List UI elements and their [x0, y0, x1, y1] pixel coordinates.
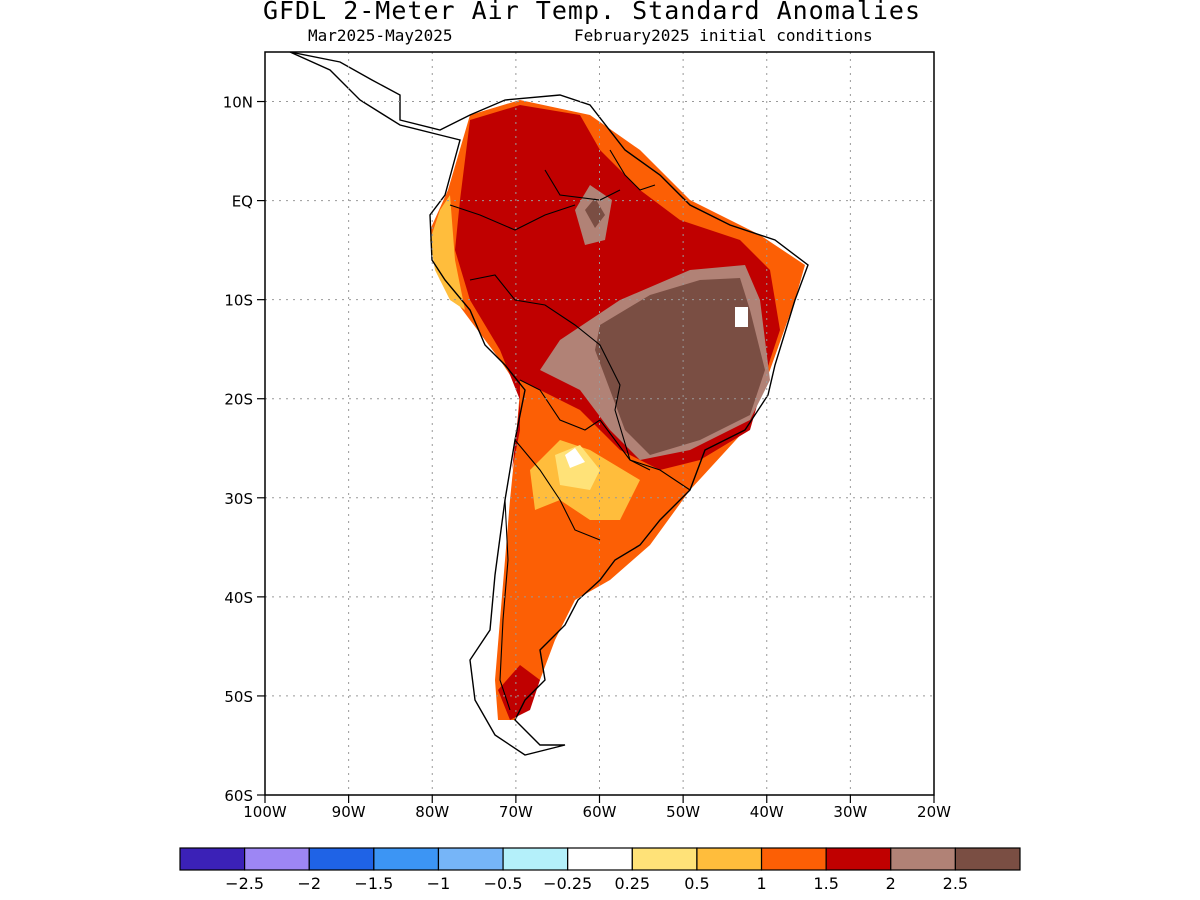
legend-swatch — [890, 847, 956, 871]
legend-swatch — [502, 847, 569, 871]
legend-swatch — [825, 847, 892, 871]
legend-label: −1 — [427, 874, 451, 893]
lat-tick-label: 20S — [224, 391, 253, 409]
lat-tick-label: 30S — [224, 490, 253, 508]
lon-tick-label: 80W — [415, 803, 449, 821]
lon-tick-label: 70W — [499, 803, 533, 821]
legend-swatch — [760, 847, 827, 871]
lat-tick-label: 10N — [223, 94, 253, 112]
legend-label: −1.5 — [354, 874, 393, 893]
lon-tick-label: 40W — [750, 803, 784, 821]
legend-swatch — [954, 847, 1021, 871]
legend-label: 1.5 — [813, 874, 838, 893]
anomaly-region-1 — [430, 195, 465, 310]
color-legend: −2.5 −2 −1.5 −1 −0.5 −0.25 0.25 0.5 1 1.5 2 2.5 — [179, 847, 1021, 893]
legend-label: −0.25 — [543, 874, 592, 893]
grid-lines — [265, 52, 934, 795]
lon-tick-label: 30W — [833, 803, 867, 821]
map-field — [265, 52, 934, 795]
legend-swatch — [567, 847, 633, 871]
legend-swatch — [308, 847, 375, 871]
lat-tick-label: 40S — [224, 589, 253, 607]
lon-tick-label: 90W — [332, 803, 366, 821]
legend-label: −2 — [297, 874, 321, 893]
initial-conditions-label: February2025 initial conditions — [574, 26, 873, 45]
lat-tick-label: EQ — [232, 193, 253, 211]
legend-label: −0.5 — [484, 874, 523, 893]
lon-tick-label: 50W — [666, 803, 700, 821]
missing-cell — [735, 307, 748, 327]
anomaly-region-0p25 — [565, 448, 585, 468]
lon-tick-label: 60W — [583, 803, 617, 821]
legend-swatch — [373, 847, 440, 871]
legend-label: −2.5 — [225, 874, 264, 893]
legend-swatch — [437, 847, 504, 871]
legend-swatch — [179, 847, 246, 871]
legend-label: 2.5 — [943, 874, 968, 893]
lon-tick-label: 100W — [243, 803, 287, 821]
map-title: GFDL 2-Meter Air Temp. Standard Anomalie… — [262, 0, 922, 25]
lat-tick-label: 60S — [224, 787, 253, 805]
lon-tick-label: 20W — [917, 803, 951, 821]
legend-label: 0.25 — [614, 874, 650, 893]
anomaly-region-gt2p5 — [595, 278, 765, 455]
legend-swatch — [696, 847, 763, 871]
legend-swatch — [631, 847, 698, 871]
season-label: Mar2025-May2025 — [308, 26, 453, 45]
legend-label: 1 — [756, 874, 766, 893]
legend-swatch — [244, 847, 310, 871]
coastline — [289, 52, 809, 756]
lat-tick-label: 50S — [224, 688, 253, 706]
lat-tick-label: 10S — [224, 292, 253, 310]
legend-label: 2 — [886, 874, 896, 893]
legend-label: 0.5 — [684, 874, 709, 893]
axis-ticks — [257, 100, 935, 803]
country-borders — [449, 149, 691, 711]
